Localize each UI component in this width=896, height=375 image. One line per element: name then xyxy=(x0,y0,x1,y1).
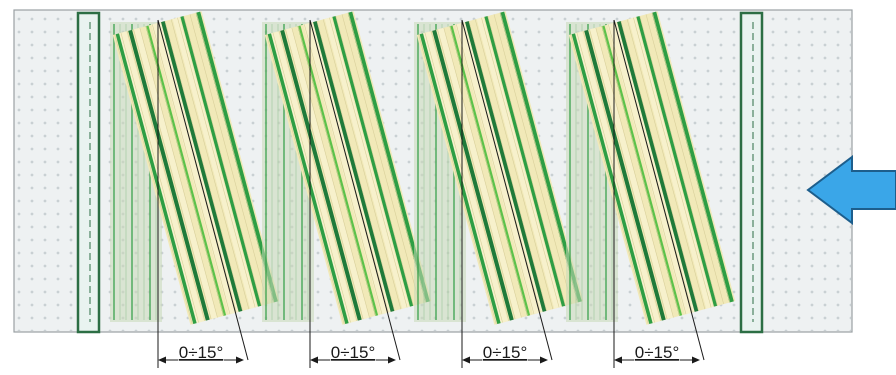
tilted-reference-line xyxy=(461,19,553,361)
angle-range-label: 0÷15° xyxy=(179,343,224,362)
tilted-slat-bundle xyxy=(112,11,280,325)
left-batten xyxy=(76,11,101,334)
angle-range-label: 0÷15° xyxy=(331,343,376,362)
tilted-reference-line xyxy=(613,19,705,361)
angle-range-label: 0÷15° xyxy=(483,343,528,362)
tilted-slat-bundle xyxy=(264,11,432,325)
slat-group-4: 0÷15° xyxy=(566,11,736,368)
angle-dimension: 0÷15° xyxy=(462,343,548,364)
slat-group-1: 0÷15° xyxy=(110,11,280,368)
angle-dimension: 0÷15° xyxy=(614,343,700,364)
tilted-reference-line xyxy=(309,19,401,361)
angle-range-label: 0÷15° xyxy=(635,343,680,362)
right-batten xyxy=(739,11,764,334)
slat-group-3: 0÷15° xyxy=(414,11,584,368)
slat-group-2: 0÷15° xyxy=(262,11,432,368)
flow-direction-arrow-icon xyxy=(806,155,896,225)
angle-dimension: 0÷15° xyxy=(310,343,396,364)
tilted-reference-line xyxy=(157,19,249,361)
angle-dimension: 0÷15° xyxy=(158,343,244,364)
